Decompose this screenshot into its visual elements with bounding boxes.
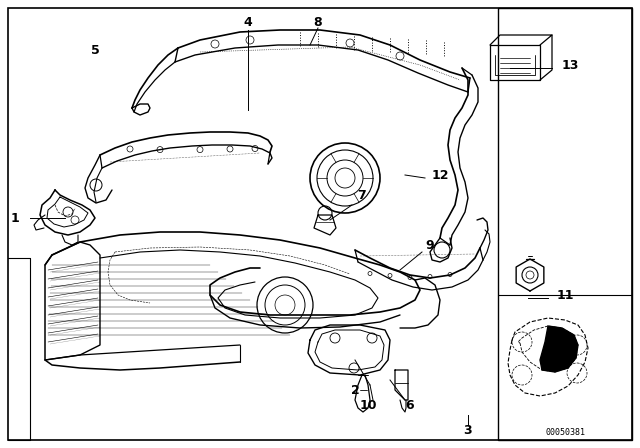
Text: 4: 4: [244, 16, 252, 29]
Text: 10: 10: [359, 399, 377, 412]
Text: 2: 2: [351, 383, 360, 396]
Text: 7: 7: [358, 189, 366, 202]
Polygon shape: [540, 326, 578, 372]
Text: 6: 6: [406, 399, 414, 412]
Text: 1: 1: [11, 211, 19, 224]
Text: 00050381: 00050381: [545, 427, 585, 436]
Text: 8: 8: [314, 16, 323, 29]
Text: 12: 12: [431, 168, 449, 181]
Bar: [498, 8, 632, 440]
Text: 9: 9: [426, 238, 435, 251]
Text: 5: 5: [91, 43, 99, 56]
Text: 11: 11: [556, 289, 573, 302]
Text: 3: 3: [464, 423, 472, 436]
Text: 13: 13: [561, 59, 579, 72]
